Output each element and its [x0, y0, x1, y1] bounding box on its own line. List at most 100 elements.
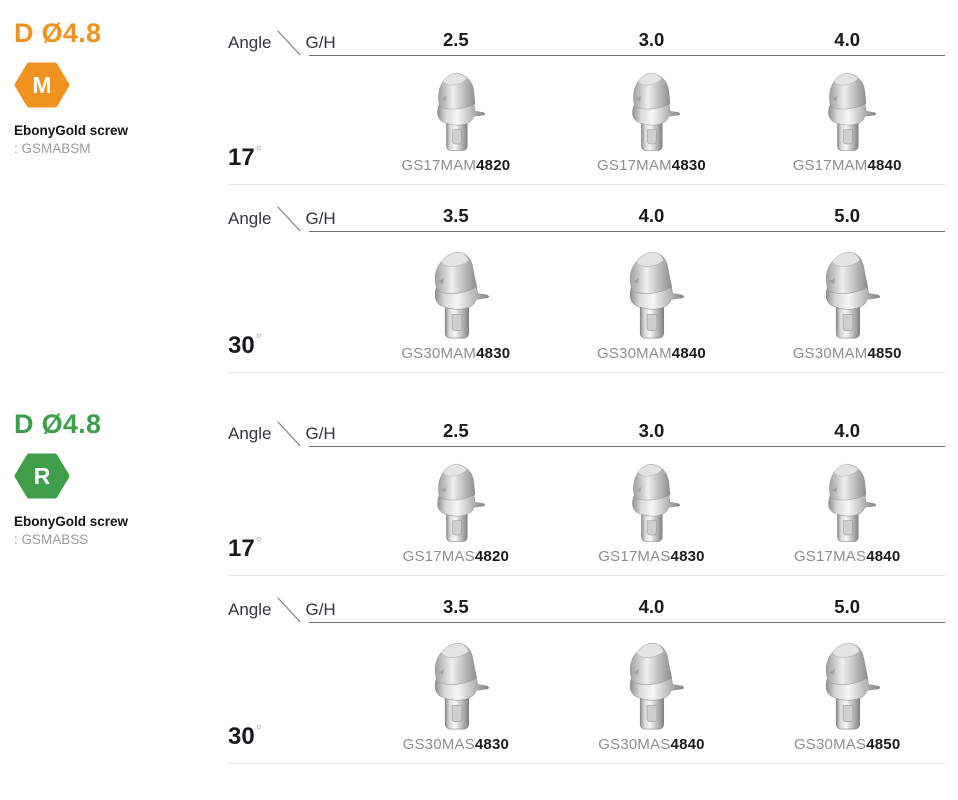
header-corner: Angle G/H [228, 28, 358, 56]
product-cell: GS17MAM4830 [554, 64, 750, 174]
abutment-image [436, 72, 486, 151]
abutment-image [825, 251, 881, 339]
abutment-image [632, 463, 681, 542]
hexagon-r-icon: R [14, 453, 70, 499]
gh-value: 4.0 [834, 420, 861, 441]
abutment-image [629, 251, 685, 339]
table-17deg: Angle G/H 2.5 3.0 4.0 17° GS17MAM4820 [228, 18, 945, 185]
diagonal-divider-icon [277, 597, 302, 623]
gh-header-label: G/H [305, 424, 336, 443]
degree-symbol: ° [255, 331, 262, 348]
gh-value: 3.0 [638, 29, 665, 50]
gh-header-label: G/H [305, 600, 336, 619]
product-cell: GS30MAS4830 [358, 631, 554, 753]
product-cell: GS30MAM4830 [358, 240, 554, 362]
diameter-title: D Ø4.8 [14, 18, 102, 48]
angle-value: 17° [228, 534, 262, 562]
angle-header-label: Angle [228, 33, 272, 52]
product-cell: GS17MAM4820 [358, 64, 554, 174]
diagonal-divider-icon [277, 421, 302, 447]
diameter-title: D Ø4.8 [14, 409, 102, 439]
product-code: GS30MAM4850 [792, 345, 902, 362]
screw-name: EbonyGold screw [14, 123, 129, 138]
tables-area: Angle G/H 2.5 3.0 4.0 17° GS17MAM4820 [228, 18, 945, 373]
gh-value: 2.5 [442, 420, 469, 441]
gh-value: 5.0 [834, 205, 861, 226]
product-code: GS30MAM4840 [597, 345, 706, 362]
table-header: Angle G/H 2.5 3.0 4.0 [228, 409, 945, 447]
header-corner: Angle G/H [228, 204, 358, 232]
product-cell: GS30MAM4850 [749, 240, 945, 362]
section-sidebar: D Ø4.8 R EbonyGold screw : GSMABSS [14, 409, 220, 547]
gh-value: 3.5 [442, 596, 469, 617]
gh-header-label: G/H [305, 209, 336, 228]
header-corner: Angle G/H [228, 419, 358, 447]
table-body: 30° GS30MAM4830 GS30MAM4840 GS30MAM4850 [228, 232, 945, 362]
product-code: GS30MAM4830 [401, 345, 511, 362]
table-30deg: Angle G/H 3.5 4.0 5.0 30° GS30MAM4830 [228, 194, 945, 373]
table-header: Angle G/H 3.5 4.0 5.0 [228, 585, 945, 623]
angle-header-label: Angle [228, 209, 272, 228]
diagonal-divider-icon [277, 206, 302, 232]
header-underline [309, 231, 945, 232]
header-underline [309, 55, 945, 56]
angle-value: 30° [228, 722, 262, 750]
product-cell: GS17MAS4820 [358, 455, 554, 565]
product-code: GS17MAS4840 [793, 548, 901, 565]
table-body: 17° GS17MAM4820 GS17MAM4830 GS17MAM4840 [228, 56, 945, 174]
product-cell: GS17MAS4830 [554, 455, 750, 565]
product-cell: GS30MAS4840 [554, 631, 750, 753]
product-code: GS17MAS4820 [402, 548, 510, 565]
diagonal-divider-icon [277, 30, 302, 56]
screw-name: EbonyGold screw [14, 514, 129, 529]
abutment-image [629, 642, 685, 730]
row-divider [228, 763, 945, 764]
screw-code: : GSMABSM [14, 141, 91, 156]
table-header: Angle G/H 3.5 4.0 5.0 [228, 194, 945, 232]
abutment-image [825, 642, 881, 730]
gh-value: 4.0 [638, 205, 665, 226]
angle-header-label: Angle [228, 424, 272, 443]
degree-symbol: ° [255, 143, 262, 160]
section-sidebar: D Ø4.8 M EbonyGold screw : GSMABSM [14, 18, 220, 156]
product-code: GS17MAS4830 [598, 548, 705, 565]
row-divider [228, 372, 945, 373]
product-code: GS17MAM4840 [792, 157, 902, 174]
product-code: GS30MAS4830 [402, 736, 510, 753]
table-body: 17° GS17MAS4820 GS17MAS4830 GS17MAS4840 [228, 447, 945, 565]
product-code: GS17MAM4830 [597, 157, 706, 174]
badge-letter: M [32, 71, 52, 98]
header-underline [309, 446, 945, 447]
header-corner: Angle G/H [228, 595, 358, 623]
degree-symbol: ° [255, 534, 262, 551]
product-cell: GS17MAM4840 [749, 64, 945, 174]
table-30deg: Angle G/H 3.5 4.0 5.0 30° GS30MAS4830 [228, 585, 945, 764]
table-body: 30° GS30MAS4830 GS30MAS4840 GS30MAS4850 [228, 623, 945, 753]
table-header: Angle G/H 2.5 3.0 4.0 [228, 18, 945, 56]
row-divider [228, 184, 945, 185]
badge-letter: R [33, 462, 51, 489]
abutment-image [436, 463, 486, 542]
gh-value: 3.5 [442, 205, 469, 226]
row-divider [228, 575, 945, 576]
product-section-m: D Ø4.8 M EbonyGold screw : GSMABSM Angle… [0, 0, 958, 373]
angle-value: 17° [228, 143, 262, 171]
product-section-r: D Ø4.8 R EbonyGold screw : GSMABSS Angle… [0, 389, 958, 764]
header-underline [309, 622, 945, 623]
product-cell: GS30MAM4840 [554, 240, 750, 362]
gh-value: 4.0 [638, 596, 665, 617]
gh-value: 5.0 [834, 596, 861, 617]
product-cell: GS17MAS4840 [749, 455, 945, 565]
abutment-image [828, 463, 877, 542]
hexagon-m-icon: M [14, 62, 70, 108]
gh-value: 2.5 [442, 29, 469, 50]
angle-header-label: Angle [228, 600, 272, 619]
product-code: GS30MAS4850 [793, 736, 901, 753]
product-code: GS30MAS4840 [598, 736, 705, 753]
product-cell: GS30MAS4850 [749, 631, 945, 753]
gh-header-label: G/H [305, 33, 336, 52]
abutment-image [434, 251, 490, 339]
tables-area: Angle G/H 2.5 3.0 4.0 17° GS17MAS4820 [228, 409, 945, 764]
degree-symbol: ° [255, 722, 262, 739]
abutment-image [828, 72, 877, 151]
